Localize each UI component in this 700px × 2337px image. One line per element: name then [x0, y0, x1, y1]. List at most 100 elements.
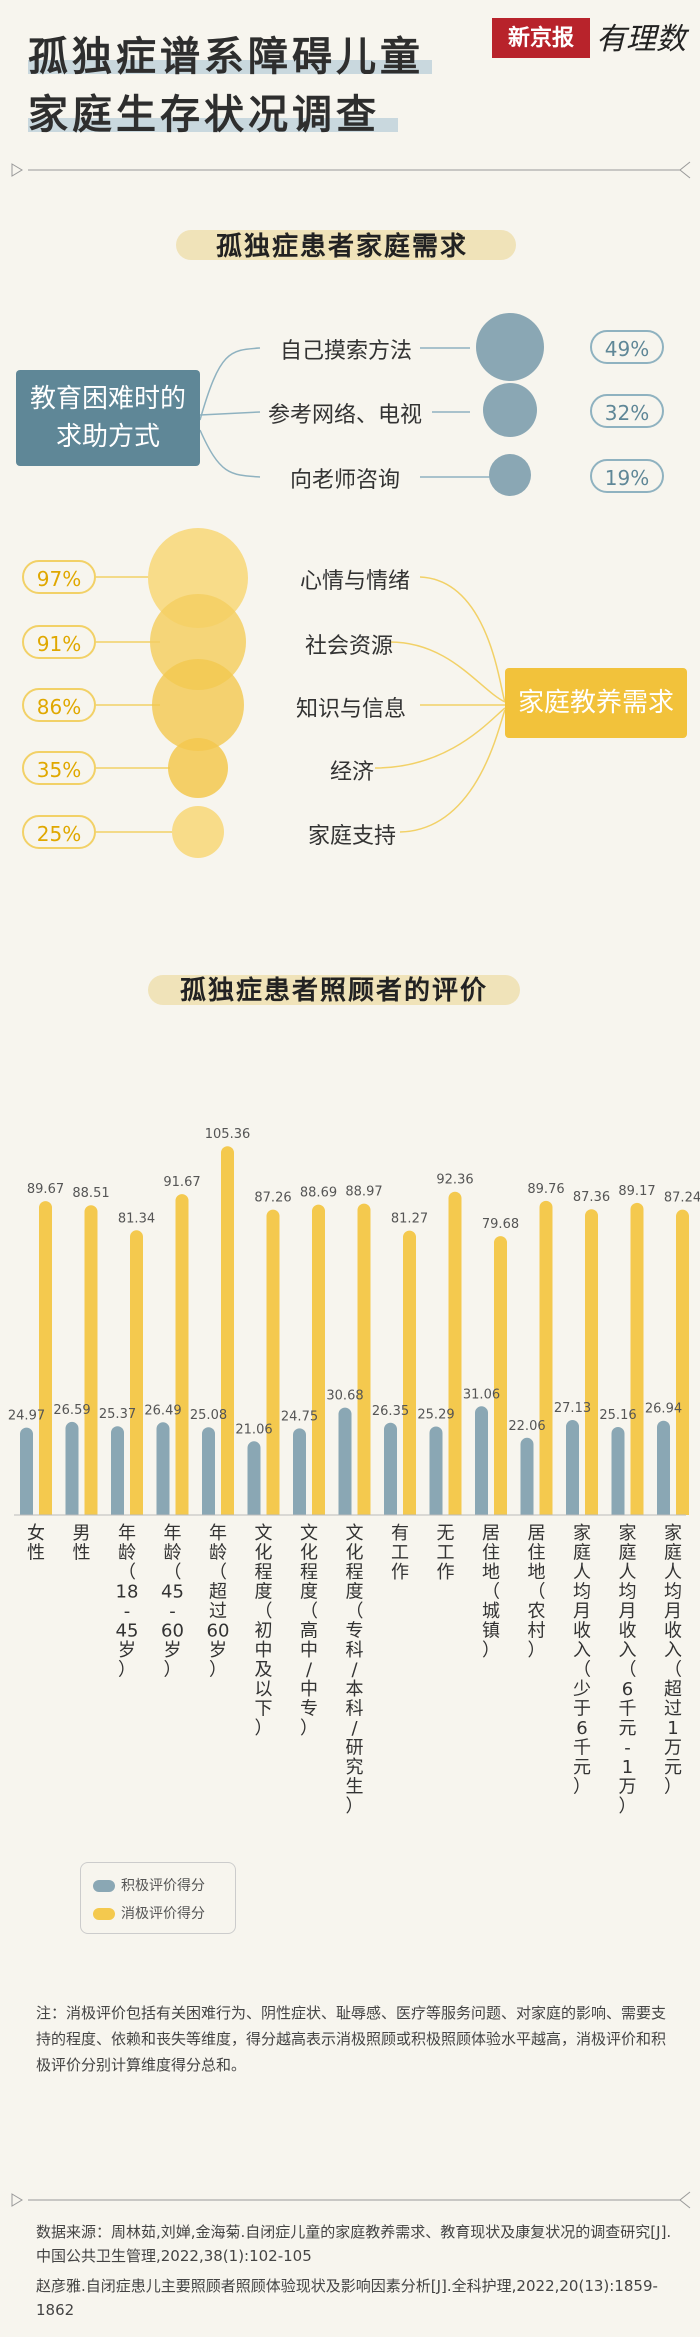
help-item-label: 参考网络、电视 — [268, 403, 423, 428]
legend-negative-label: 消极评价得分 — [121, 1906, 205, 1922]
positive-score-label: 26.35 — [372, 1404, 409, 1419]
positive-score-bar — [429, 1426, 443, 1515]
category-label: 年龄（ 18 -45 岁） — [116, 1523, 139, 1681]
negative-score-bar — [357, 1203, 371, 1515]
category-label: 文化程度（高中/中专） — [300, 1523, 318, 1739]
needs-connector-lines — [96, 347, 506, 833]
help-bubble — [489, 454, 531, 496]
needs-item-label: 家庭支持 — [308, 824, 397, 849]
negative-score-bar — [130, 1230, 143, 1515]
source-citation-2: 赵彦雅.自闭症患儿主要照顾者照顾体验现状及影响因素分析[J].全科护理,2022… — [36, 2277, 658, 2319]
legend-negative: 消极评价得分 — [93, 1903, 205, 1923]
page-title-line1: 孤独症谱系障碍儿童 — [28, 34, 424, 80]
source-citation-1: 数据来源：周林茹,刘婵,金海菊.自闭症儿童的家庭教养需求、教育现状及康复状况的调… — [36, 2223, 672, 2265]
positive-score-bar — [566, 1420, 579, 1515]
positive-score-label: 26.49 — [144, 1403, 181, 1418]
positive-score-bar — [657, 1420, 670, 1515]
needs-item-label: 心情与情绪 — [300, 569, 411, 594]
needs-bubble — [152, 659, 244, 751]
chart-legend: 积极评价得分 消极评价得分 — [80, 1862, 236, 1934]
section-title-bar — [148, 975, 520, 1005]
section2-title: 孤独症患者照顾者的评价 — [180, 976, 489, 1006]
positive-score-label: 26.59 — [53, 1403, 90, 1418]
help-label-line1: 教育困难时的 — [29, 384, 186, 414]
footnote: 注：消极评价包括有关困难行为、阴性症状、耻辱感、医疗等服务问题、对家庭的影响、需… — [36, 2004, 667, 2074]
family-needs-label: 家庭教养需求 — [505, 668, 687, 738]
page-title-line2: 家庭生存状况调查 — [28, 92, 380, 138]
positive-score-bar — [611, 1426, 625, 1515]
positive-score-label: 25.16 — [599, 1408, 636, 1423]
legend-swatch-positive — [93, 1880, 115, 1892]
category-label: 女性 — [27, 1523, 45, 1564]
needs-percent-badge: 97% — [22, 560, 96, 594]
negative-score-label: 88.69 — [300, 1186, 337, 1201]
negative-score-bar — [676, 1209, 689, 1515]
help-item-label: 向老师咨询 — [290, 468, 401, 493]
positive-score-bar — [247, 1441, 261, 1515]
positive-score-bar — [111, 1426, 124, 1515]
negative-score-label: 87.36 — [573, 1190, 610, 1205]
help-bubble — [483, 383, 537, 437]
negative-score-bar — [312, 1204, 325, 1515]
positive-score-bar — [520, 1437, 534, 1515]
negative-score-label: 91.67 — [163, 1175, 200, 1190]
category-label: 家庭人均月收入（少于 6 千元） — [573, 1523, 591, 1798]
needs-percent-badge: 86% — [22, 688, 96, 722]
positive-score-bar — [202, 1427, 215, 1515]
negative-score-label: 88.97 — [345, 1185, 382, 1200]
positive-score-label: 26.94 — [645, 1402, 682, 1417]
category-label: 文化程度（初中及以下） — [255, 1523, 273, 1739]
positive-score-bar — [20, 1427, 33, 1515]
positive-score-label: 24.75 — [281, 1409, 318, 1424]
negative-score-label: 92.36 — [436, 1173, 473, 1188]
positive-score-label: 22.06 — [508, 1419, 545, 1434]
needs-item-label: 经济 — [330, 760, 375, 785]
legend-swatch-negative — [93, 1908, 115, 1920]
negative-score-bar — [539, 1200, 553, 1515]
section1-title: 孤独症患者家庭需求 — [216, 232, 469, 262]
positive-score-bar — [475, 1406, 488, 1515]
caregiver-score-chart: 24.97 89.67 女性 26.59 88.51 男性 25.37 81.34 年龄（ 18-… — [8, 1127, 700, 1817]
help-bubble — [476, 313, 544, 381]
positive-score-label: 25.08 — [190, 1408, 227, 1423]
legend-positive: 积极评价得分 — [93, 1875, 205, 1895]
positive-score-bar — [384, 1422, 398, 1515]
category-label: 有工作 — [391, 1523, 409, 1583]
positive-score-label: 24.97 — [8, 1409, 45, 1424]
negative-score-label: 89.67 — [27, 1182, 64, 1197]
positive-score-bar — [65, 1421, 79, 1515]
section-title-bar — [176, 230, 516, 260]
category-label: 无工作 — [437, 1523, 455, 1583]
negative-score-label: 79.68 — [482, 1217, 519, 1232]
positive-score-label: 25.29 — [417, 1407, 454, 1422]
category-label: 文化程度（专科/本科/研究生） — [346, 1523, 364, 1817]
help-percent-badge: 49% — [590, 330, 664, 364]
help-bubbles — [476, 313, 544, 496]
category-label: 家庭人均月收入（ 6 千元-1 万） — [619, 1523, 637, 1817]
negative-score-bar — [448, 1191, 462, 1515]
title-highlight — [28, 118, 398, 132]
negative-score-bar — [630, 1202, 644, 1515]
title-highlight — [28, 60, 432, 74]
negative-score-label: 89.17 — [618, 1184, 655, 1199]
brand-logo: 新京报 — [492, 18, 590, 58]
negative-score-bar — [494, 1236, 507, 1515]
negative-score-label: 105.36 — [205, 1127, 251, 1142]
category-label: 家庭人均月收入（超过 1 万元） — [664, 1523, 682, 1798]
help-method-label: 教育困难时的 求助方式 — [16, 370, 200, 466]
negative-score-bar — [403, 1230, 416, 1515]
negative-score-label: 81.27 — [391, 1212, 428, 1227]
needs-percent-badge: 91% — [22, 625, 96, 659]
brand-sub-logo: 有理数 — [596, 22, 686, 57]
negative-score-bar — [39, 1201, 52, 1515]
category-label: 男性 — [73, 1523, 91, 1564]
category-label: 居住地（城镇） — [482, 1523, 500, 1661]
category-label: 年龄（ 45 -60 岁） — [161, 1523, 184, 1681]
help-percent-badge: 19% — [590, 459, 664, 493]
positive-score-bar — [338, 1407, 352, 1515]
negative-score-bar — [585, 1209, 598, 1515]
help-item-label: 自己摸索方法 — [280, 339, 413, 364]
negative-score-label: 81.34 — [118, 1211, 155, 1226]
negative-score-label: 87.26 — [254, 1191, 291, 1206]
legend-positive-label: 积极评价得分 — [121, 1878, 205, 1894]
